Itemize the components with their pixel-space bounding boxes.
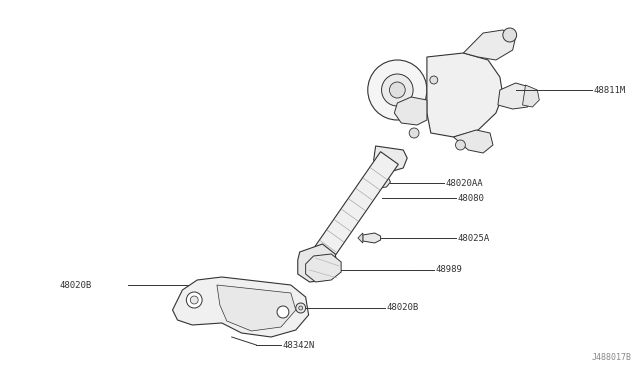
Polygon shape	[374, 146, 407, 172]
Polygon shape	[498, 83, 533, 109]
Circle shape	[277, 306, 289, 318]
Circle shape	[456, 140, 465, 150]
Polygon shape	[372, 177, 390, 188]
Circle shape	[209, 282, 214, 288]
Circle shape	[381, 74, 413, 106]
Text: 48080: 48080	[458, 193, 484, 202]
Text: 48020B: 48020B	[59, 280, 92, 289]
Circle shape	[430, 76, 438, 84]
Circle shape	[186, 292, 202, 308]
Circle shape	[190, 296, 198, 304]
Polygon shape	[306, 254, 341, 282]
Circle shape	[368, 60, 427, 120]
Polygon shape	[212, 281, 221, 289]
Text: 48989: 48989	[436, 266, 463, 275]
Circle shape	[296, 303, 306, 313]
Circle shape	[207, 280, 217, 290]
Text: J488017B: J488017B	[591, 353, 632, 362]
Circle shape	[503, 28, 516, 42]
Circle shape	[409, 128, 419, 138]
Polygon shape	[522, 85, 540, 107]
Polygon shape	[358, 233, 363, 243]
Polygon shape	[363, 233, 381, 243]
Text: 48811M: 48811M	[593, 86, 626, 94]
Circle shape	[299, 306, 303, 310]
Polygon shape	[173, 277, 308, 337]
Polygon shape	[463, 30, 516, 60]
Polygon shape	[369, 178, 372, 186]
Polygon shape	[217, 285, 296, 331]
Text: 48020B: 48020B	[387, 304, 419, 312]
Text: 48025A: 48025A	[458, 234, 490, 243]
Polygon shape	[394, 97, 427, 125]
Polygon shape	[298, 244, 337, 282]
Polygon shape	[308, 152, 398, 268]
Polygon shape	[454, 130, 493, 153]
Text: 48020AA: 48020AA	[445, 179, 483, 187]
Circle shape	[390, 82, 405, 98]
Polygon shape	[427, 53, 503, 137]
Text: 48342N: 48342N	[283, 340, 316, 350]
